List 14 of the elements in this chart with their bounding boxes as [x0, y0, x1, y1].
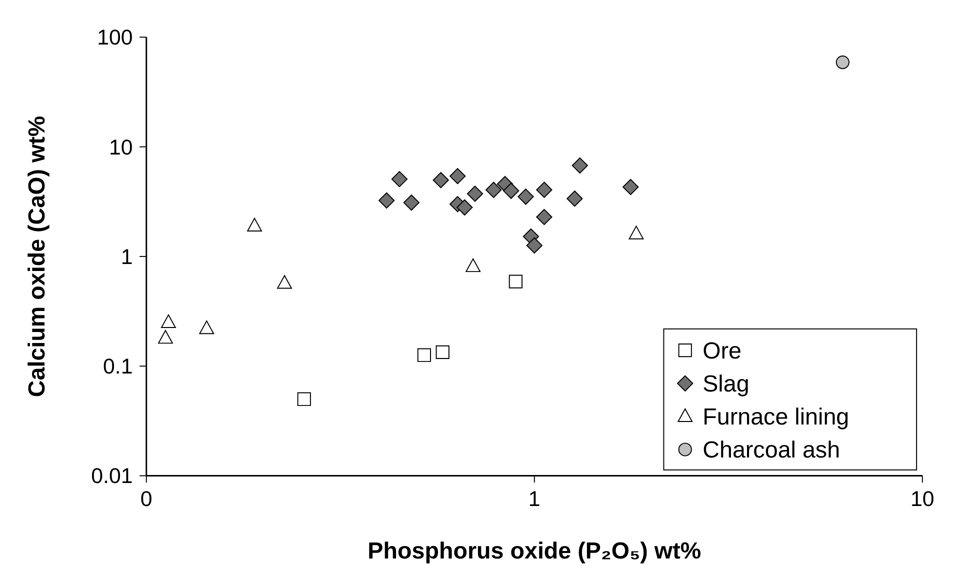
legend-label: Slag — [702, 370, 750, 397]
x-tick-label: 1 — [528, 486, 540, 511]
legend-label: Ore — [702, 337, 742, 364]
y-tick-label: 0.01 — [91, 464, 133, 488]
legend-label: Furnace lining — [702, 404, 850, 430]
y-tick-label: 10 — [108, 135, 133, 160]
y-axis-title: Calcium oxide (CaO) wt% — [23, 116, 50, 398]
y-tick-label: 1 — [120, 244, 133, 269]
x-tick-label: 0 — [140, 486, 152, 511]
y-tick-label: 0.1 — [103, 354, 133, 379]
x-axis-title: Phosphorus oxide (P₂O₅) wt% — [368, 537, 702, 564]
legend-label: Charcoal ash — [702, 436, 840, 463]
x-tick-label: 10 — [910, 486, 934, 511]
y-tick-label: 100 — [97, 26, 133, 50]
